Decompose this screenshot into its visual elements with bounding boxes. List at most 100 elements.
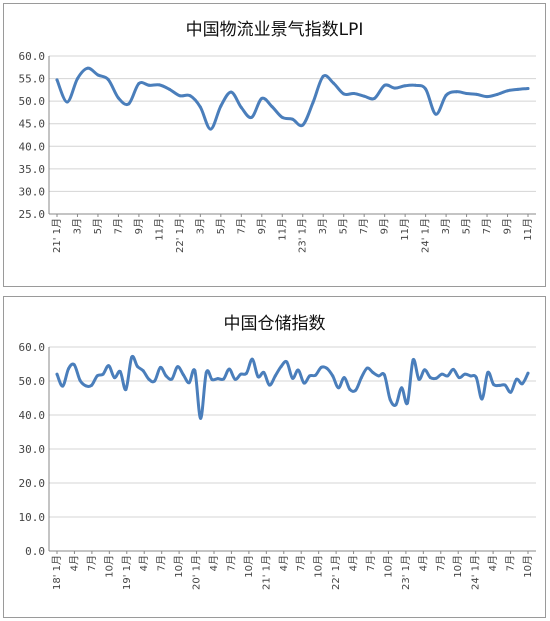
x-tick-label: 4月: [348, 555, 360, 571]
data-point: [371, 371, 375, 374]
x-tick-label: 5月: [461, 218, 473, 234]
data-point: [423, 368, 427, 372]
data-point: [506, 89, 509, 93]
x-tick-label: 9月: [133, 218, 145, 234]
data-point: [485, 95, 489, 99]
data-point: [308, 374, 312, 378]
data-point: [157, 83, 161, 87]
x-tick-label: 10月: [173, 555, 185, 578]
data-point: [250, 357, 254, 361]
data-point: [342, 376, 346, 380]
x-tick-label: 10月: [382, 555, 394, 578]
data-point: [503, 383, 507, 387]
data-point: [291, 376, 294, 380]
data-point: [454, 90, 458, 94]
x-tick-label: 7月: [505, 555, 517, 571]
x-tick-label: 24' 1月: [470, 555, 482, 590]
data-point: [474, 376, 478, 380]
data-point: [204, 371, 208, 374]
x-tick-label: 24' 1月: [420, 218, 432, 253]
data-point: [405, 401, 409, 405]
data-point: [469, 374, 473, 378]
x-tick-label: 11月: [399, 218, 411, 241]
data-point: [465, 92, 469, 95]
data-point: [279, 365, 283, 369]
y-tick-label: 10.0: [19, 511, 46, 524]
x-tick-label: 7月: [481, 218, 493, 234]
data-point: [127, 102, 131, 106]
data-point: [101, 372, 105, 376]
data-point: [434, 112, 438, 116]
data-point: [187, 381, 191, 385]
data-point: [239, 106, 243, 109]
x-tick-label: 3月: [317, 218, 329, 234]
storage-chart-title: 中国仓储指数: [223, 314, 326, 334]
data-point: [463, 372, 467, 376]
data-point: [319, 365, 323, 369]
data-point: [130, 355, 134, 359]
data-point: [394, 403, 398, 407]
data-point: [314, 373, 317, 377]
data-point: [400, 386, 404, 390]
y-tick-label: 20.0: [19, 477, 46, 490]
data-point: [158, 365, 162, 369]
data-point: [233, 377, 237, 381]
x-tick-label: 10月: [103, 555, 115, 578]
x-tick-label: 4月: [487, 555, 499, 571]
data-point: [164, 374, 168, 378]
data-point: [176, 365, 180, 369]
data-point: [457, 376, 461, 380]
data-point: [227, 367, 231, 371]
data-point: [112, 376, 116, 380]
x-tick-label: 3月: [194, 218, 206, 234]
data-point: [365, 366, 369, 370]
data-point: [55, 372, 59, 376]
x-tick-label: 22' 1月: [174, 218, 186, 253]
x-tick-label: 5月: [215, 218, 227, 234]
data-point: [311, 101, 315, 104]
y-tick-label: 0.0: [25, 545, 45, 558]
x-tick-label: 20' 1月: [191, 555, 203, 590]
data-point: [65, 100, 69, 104]
data-point: [55, 78, 59, 82]
y-tick-label: 40.0: [19, 140, 46, 153]
lpi-line-chart: 60.0 55.0 50.0 45.0 40.0 35.0 30.0 25.0 21' 1月 3月…: [19, 50, 536, 253]
x-tick-label: 11月: [153, 218, 165, 241]
x-tick-label: 18' 1月: [51, 555, 63, 590]
data-point: [229, 90, 233, 94]
x-tick-label: 7月: [112, 218, 124, 234]
data-point: [362, 94, 366, 98]
storage-chart-panel: 中国仓储指数 60.0 50.0 40.0 30.0 20.0 10.0 0.0 18' 1月…: [3, 296, 546, 618]
data-point: [137, 82, 141, 85]
data-point: [377, 374, 381, 378]
data-point: [526, 371, 530, 375]
data-point: [245, 371, 248, 375]
data-point: [291, 117, 294, 121]
data-point: [199, 416, 203, 420]
data-point: [321, 74, 325, 78]
data-point: [280, 115, 284, 119]
data-point: [210, 378, 214, 382]
data-point: [106, 78, 110, 81]
x-tick-label: 23' 1月: [297, 218, 309, 253]
x-tick-label: 11月: [276, 218, 288, 241]
x-tick-label: 7月: [225, 555, 237, 571]
data-point: [90, 383, 93, 387]
data-point: [331, 374, 335, 378]
data-point: [516, 87, 520, 91]
data-point: [388, 397, 392, 401]
data-point: [107, 364, 111, 368]
data-point: [352, 92, 356, 95]
x-tick-label: 9月: [379, 218, 391, 234]
x-tick-label: 4月: [138, 555, 150, 571]
data-point: [135, 364, 139, 368]
data-point: [181, 373, 185, 377]
data-point: [332, 81, 335, 85]
data-point: [216, 377, 220, 381]
data-point: [72, 363, 76, 367]
x-tick-label: 4月: [278, 555, 290, 571]
data-point: [296, 368, 300, 372]
x-tick-label: 11月: [522, 218, 534, 241]
data-point: [273, 374, 277, 378]
y-tick-label: 50.0: [19, 95, 46, 108]
